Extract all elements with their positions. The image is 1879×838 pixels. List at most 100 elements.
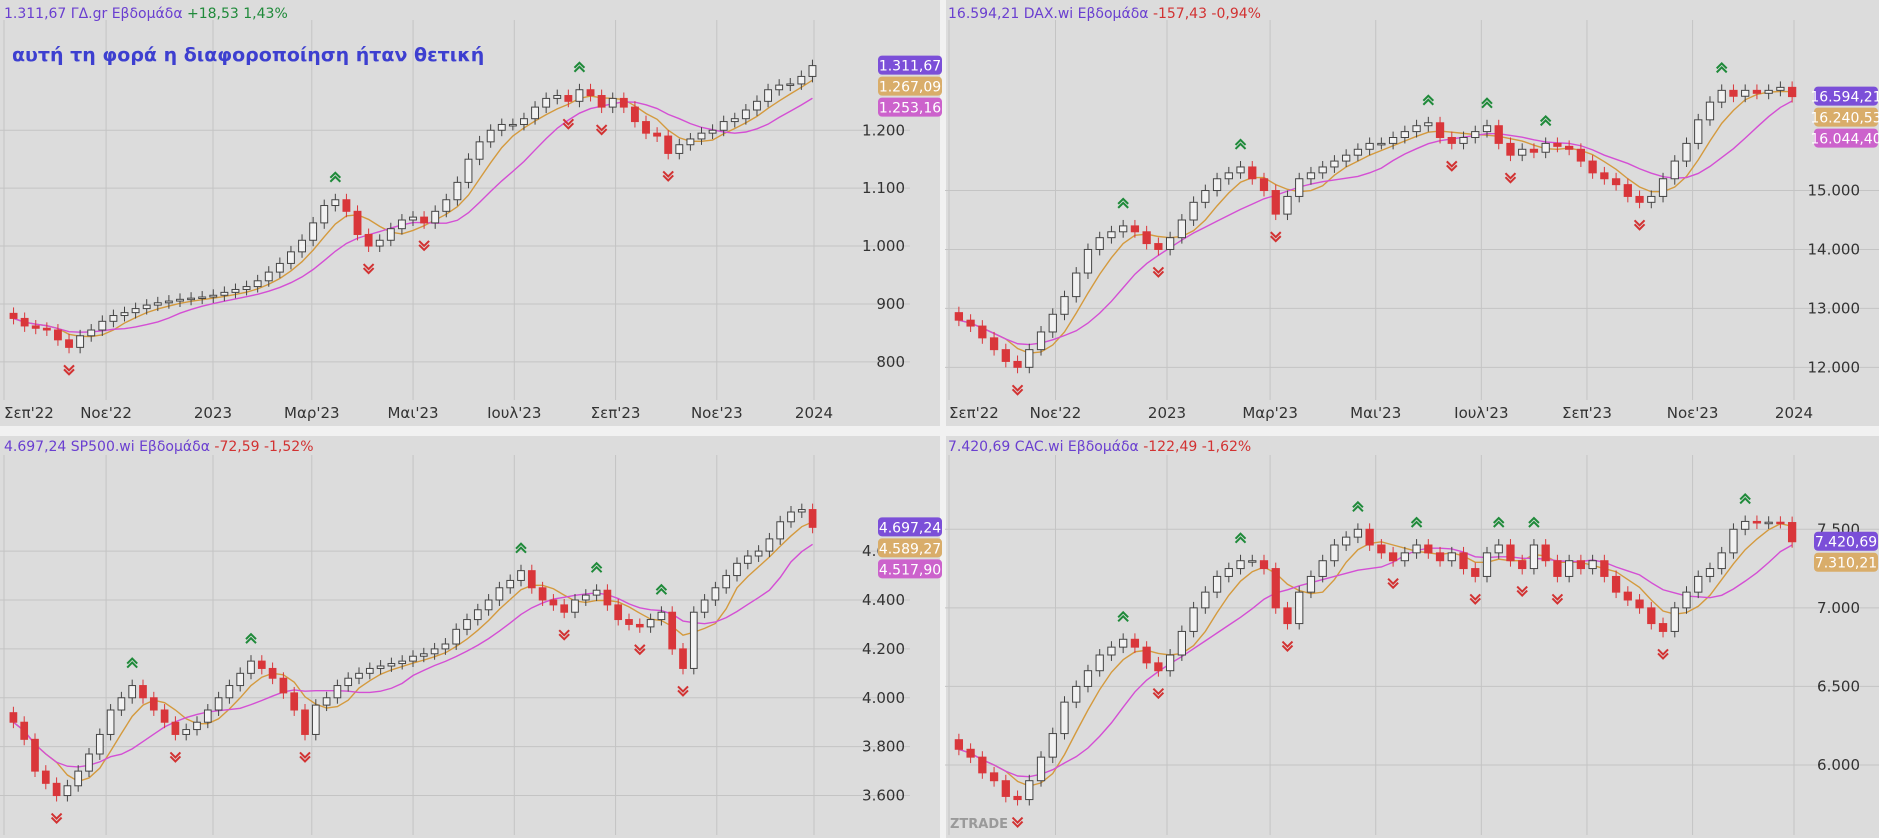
badge-last-price-label: 1.311,67 [879,59,941,75]
y-tick-label: 15.000 [1808,182,1861,200]
candle-up [1482,125,1492,133]
x-tick-label: Νοε'23 [1667,404,1719,422]
candle-down [1600,560,1609,577]
candle-up [193,721,201,731]
candle-up [1694,575,1703,593]
candle-up [1224,172,1233,180]
candle-up [722,575,731,589]
candle-down [139,685,147,699]
candle-up [397,219,406,230]
candle-up [1342,536,1351,546]
candle-up [741,109,750,120]
candle-up [264,271,273,282]
candle-up [1776,86,1785,91]
candle-down [1787,86,1797,98]
signal-up-icon [1117,197,1129,209]
candle-up [754,550,763,557]
candle-up [1165,654,1175,672]
signal-down-icon [1551,593,1564,605]
candle-up [225,685,234,699]
candle-down [1658,623,1668,632]
candle-down [342,199,351,212]
candle-up [646,619,655,628]
candle-down [954,312,964,321]
candle-up [711,587,720,601]
candle-down [978,756,987,774]
badge-ma-slow [878,559,942,579]
candle-up [214,697,223,711]
candle-up [1306,575,1316,593]
candle-down [42,327,51,331]
badge-ma-fast-label: 1.267,09 [879,80,941,96]
header-change: -72,59 -1,52% [214,439,313,455]
candle-up [76,335,85,348]
candle-up [409,655,417,662]
candle-up [1201,190,1210,203]
candle-down [1142,231,1151,245]
candle-up [106,709,115,735]
chart-panel-1: 800 900 1.000 1.100 1.200 Σεπ'22 Νοε'22 2023 Μαρ… [0,6,942,422]
signal-down-icon [1011,384,1024,396]
y-tick-label: 800 [876,353,905,371]
candle-down [1565,145,1574,150]
candle-up [1705,101,1715,121]
signal-down-icon [1387,578,1399,590]
candle-up [1400,131,1409,139]
candle-up [153,302,162,306]
candle-down [20,721,29,740]
signal-down-icon [362,263,375,275]
candle-up [1201,591,1210,609]
chart-header: 16.594,21 DAX.wi Εβδομάδα -157,43 -0,94% [948,6,1261,22]
candle-down [1635,195,1644,203]
signal-up-icon [1493,516,1505,528]
candle-down [1271,190,1280,215]
candle-up [63,785,72,797]
x-tick-label: Ιουλ'23 [1454,404,1508,422]
badge-last-price [878,55,942,75]
candle-up [85,753,93,772]
candle-down [586,89,595,97]
candle-down [614,604,623,621]
candle-down [664,135,673,154]
candle-up [786,83,795,86]
candle-up [1459,137,1468,144]
signal-up-icon [655,583,668,595]
chart-panel-2: 12.000 13.000 14.000 15.000 Σεπ'22 Νοε'22 2023… [945,6,1879,422]
x-tick-label: Νοε'22 [80,404,132,422]
candle-up [1048,313,1057,333]
signal-down-icon [1152,688,1165,700]
horizontal-divider [0,426,1879,436]
candle-down [653,132,662,137]
candle-up [1529,544,1539,570]
candle-up [1095,654,1104,672]
candle-up [1658,178,1668,197]
candle-up [575,89,584,102]
y-tick-label: 3.600 [862,787,905,805]
candle-down [1576,560,1586,570]
badge-ma-slow-label: 4.517,90 [879,562,941,578]
signal-down-icon [1152,266,1165,278]
signal-down-icon [1516,585,1528,597]
candle-down [1365,528,1374,546]
header-last: 7.420,69 CAC.wi Εβδομάδα [948,439,1143,455]
candle-up [74,770,83,787]
header-change: -122,49 -1,62% [1143,439,1251,455]
candle-up [452,628,461,645]
candle-up [117,697,126,711]
candle-down [1154,243,1163,250]
candle-down [1787,522,1797,543]
signal-up-icon [126,657,138,669]
candle-up [453,181,462,201]
candle-up [198,296,207,299]
candle-down [1130,638,1140,648]
badge-ma-fast-label: 16.240,53 [1810,111,1879,127]
badge-last-price-label: 16.594,21 [1810,90,1879,106]
candle-down [1518,560,1527,570]
badge-last-price [878,517,942,537]
candle-up [1025,780,1034,801]
candle-up [475,141,484,160]
signal-up-icon [1481,97,1493,109]
candle-up [320,205,329,224]
candle-down [619,97,628,108]
header-last: 1.311,67 ΓΔ.gr Εβδομάδα [4,6,187,22]
